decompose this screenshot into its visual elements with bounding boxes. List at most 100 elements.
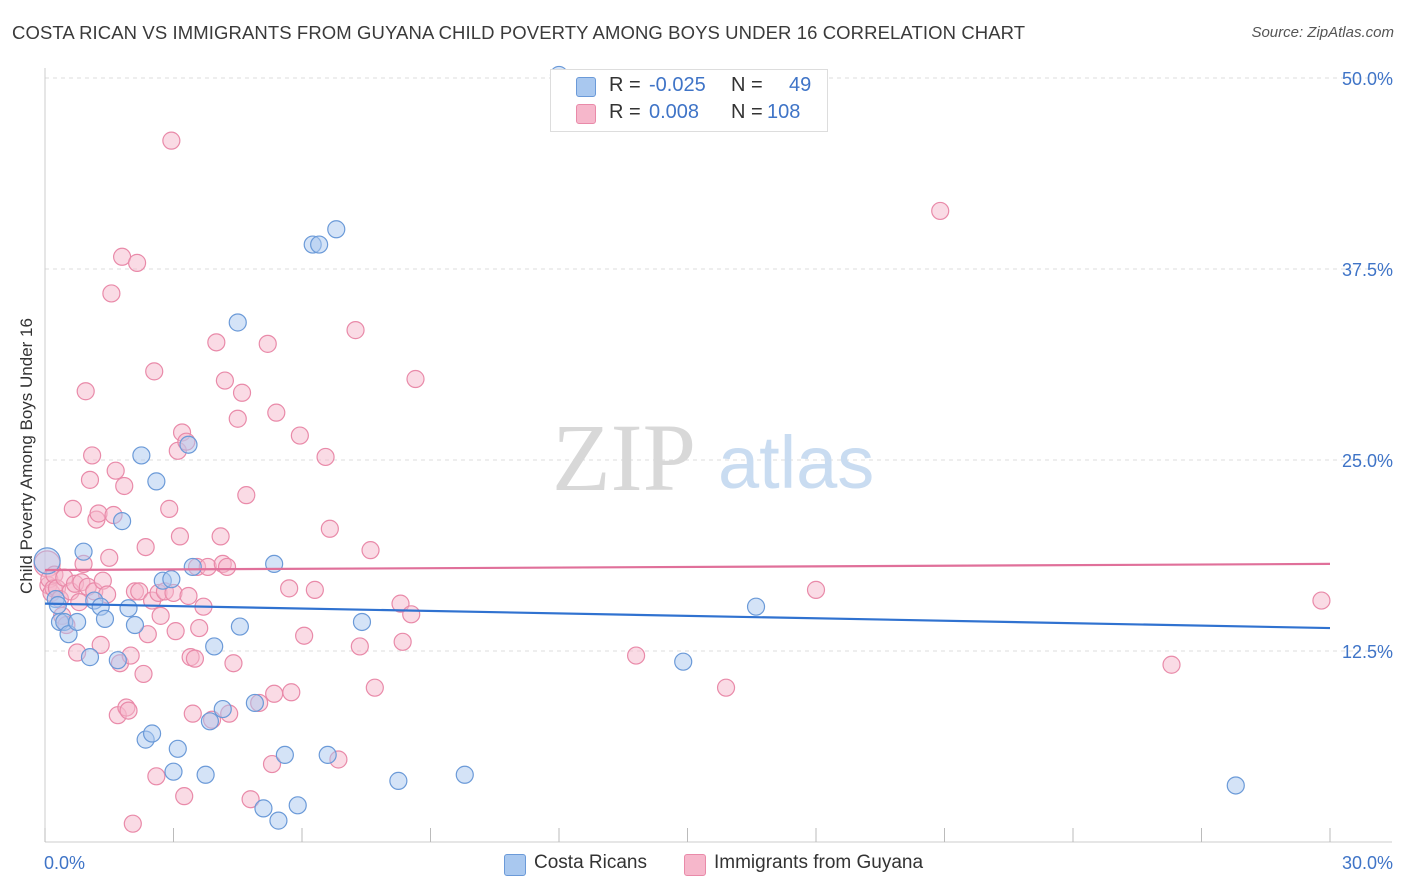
point-costa-ricans [81,649,98,666]
point-immigrants-from-guyana [167,623,184,640]
point-costa-ricans [353,613,370,630]
point-immigrants-from-guyana [212,528,229,545]
point-costa-ricans [246,694,263,711]
point-costa-ricans [133,447,150,464]
point-costa-ricans [114,513,131,530]
point-costa-ricans [180,436,197,453]
point-immigrants-from-guyana [366,679,383,696]
point-immigrants-from-guyana [120,702,137,719]
legend-r-value: 0.008 [649,101,699,124]
point-immigrants-from-guyana [932,202,949,219]
point-costa-ricans [456,766,473,783]
point-immigrants-from-guyana [1163,656,1180,673]
point-costa-ricans [184,558,201,575]
point-immigrants-from-guyana [238,487,255,504]
y-tick-label: 37.5% [1342,260,1393,280]
legend-row-costa-ricans: R = -0.025 N = 49 [551,73,827,100]
point-immigrants-from-guyana [234,384,251,401]
trend-line-immigrants-from-guyana [45,564,1330,570]
point-immigrants-from-guyana [171,528,188,545]
point-costa-ricans [289,797,306,814]
legend-n-label: N = [731,101,763,124]
point-immigrants-from-guyana [191,620,208,637]
point-costa-ricans [214,701,231,718]
point-costa-ricans [169,740,186,757]
point-immigrants-from-guyana [103,285,120,302]
point-immigrants-from-guyana [180,587,197,604]
legend-n-label: N = [731,74,763,97]
y-axis-label: Child Poverty Among Boys Under 16 [17,318,36,594]
legend-swatch-blue [576,77,596,97]
legend-swatch-blue [504,854,526,876]
point-costa-ricans [231,618,248,635]
point-immigrants-from-guyana [90,505,107,522]
point-immigrants-from-guyana [135,665,152,682]
point-costa-ricans [197,766,214,783]
point-costa-ricans [163,571,180,588]
point-immigrants-from-guyana [101,549,118,566]
point-immigrants-from-guyana [351,638,368,655]
point-immigrants-from-guyana [808,581,825,598]
point-immigrants-from-guyana [718,679,735,696]
point-costa-ricans [201,713,218,730]
point-immigrants-from-guyana [186,650,203,667]
point-costa-ricans [96,610,113,627]
point-immigrants-from-guyana [146,363,163,380]
point-costa-ricans [390,772,407,789]
point-immigrants-from-guyana [291,427,308,444]
point-immigrants-from-guyana [107,462,124,479]
point-costa-ricans [328,221,345,238]
legend-r-label: R = [609,101,641,124]
point-immigrants-from-guyana [268,404,285,421]
point-immigrants-from-guyana [403,606,420,623]
point-costa-ricans [126,617,143,634]
point-costa-ricans [311,236,328,253]
point-immigrants-from-guyana [176,788,193,805]
point-costa-ricans [255,800,272,817]
point-costa-ricans [748,598,765,615]
watermark-zip: ZIP [552,404,696,511]
point-immigrants-from-guyana [259,335,276,352]
point-costa-ricans [1227,777,1244,794]
point-immigrants-from-guyana [229,410,246,427]
point-immigrants-from-guyana [628,647,645,664]
correlation-legend: R = -0.025 N = 49 R = 0.008 N = 108 [550,69,828,132]
legend-swatch-pink [684,854,706,876]
point-immigrants-from-guyana [163,132,180,149]
scatter-chart: ZIP atlas 12.5%25.0%37.5%50.0%0.0% 30.0% … [0,0,1406,892]
point-immigrants-from-guyana [124,815,141,832]
point-costa-ricans [144,725,161,742]
legend-label: Immigrants from Guyana [714,852,923,874]
y-tick-label: 50.0% [1342,69,1393,89]
point-immigrants-from-guyana [296,627,313,644]
legend-r-label: R = [609,74,641,97]
legend-n-value: 49 [789,74,811,97]
point-costa-ricans [165,763,182,780]
legend-n-value: 108 [767,101,800,124]
legend-r-value: -0.025 [649,74,706,97]
watermark-atlas: atlas [718,421,874,504]
point-immigrants-from-guyana [306,581,323,598]
point-immigrants-from-guyana [161,500,178,517]
point-costa-ricans [75,543,92,560]
point-costa-ricans [276,746,293,763]
point-immigrants-from-guyana [219,558,236,575]
legend-row-immigrants-from-guyana: R = 0.008 N = 108 [551,100,827,127]
legend-label: Costa Ricans [534,852,647,874]
point-costa-ricans [675,653,692,670]
point-immigrants-from-guyana [394,633,411,650]
point-costa-ricans [109,652,126,669]
point-costa-ricans [49,597,66,614]
point-immigrants-from-guyana [208,334,225,351]
legend-swatch-pink [576,104,596,124]
point-costa-ricans [270,812,287,829]
point-immigrants-from-guyana [347,322,364,339]
point-immigrants-from-guyana [71,594,88,611]
point-costa-ricans [319,746,336,763]
point-immigrants-from-guyana [317,448,334,465]
point-costa-ricans [229,314,246,331]
y-tick-label: 12.5% [1342,642,1393,662]
point-immigrants-from-guyana [84,447,101,464]
point-immigrants-from-guyana [137,539,154,556]
point-immigrants-from-guyana [283,684,300,701]
